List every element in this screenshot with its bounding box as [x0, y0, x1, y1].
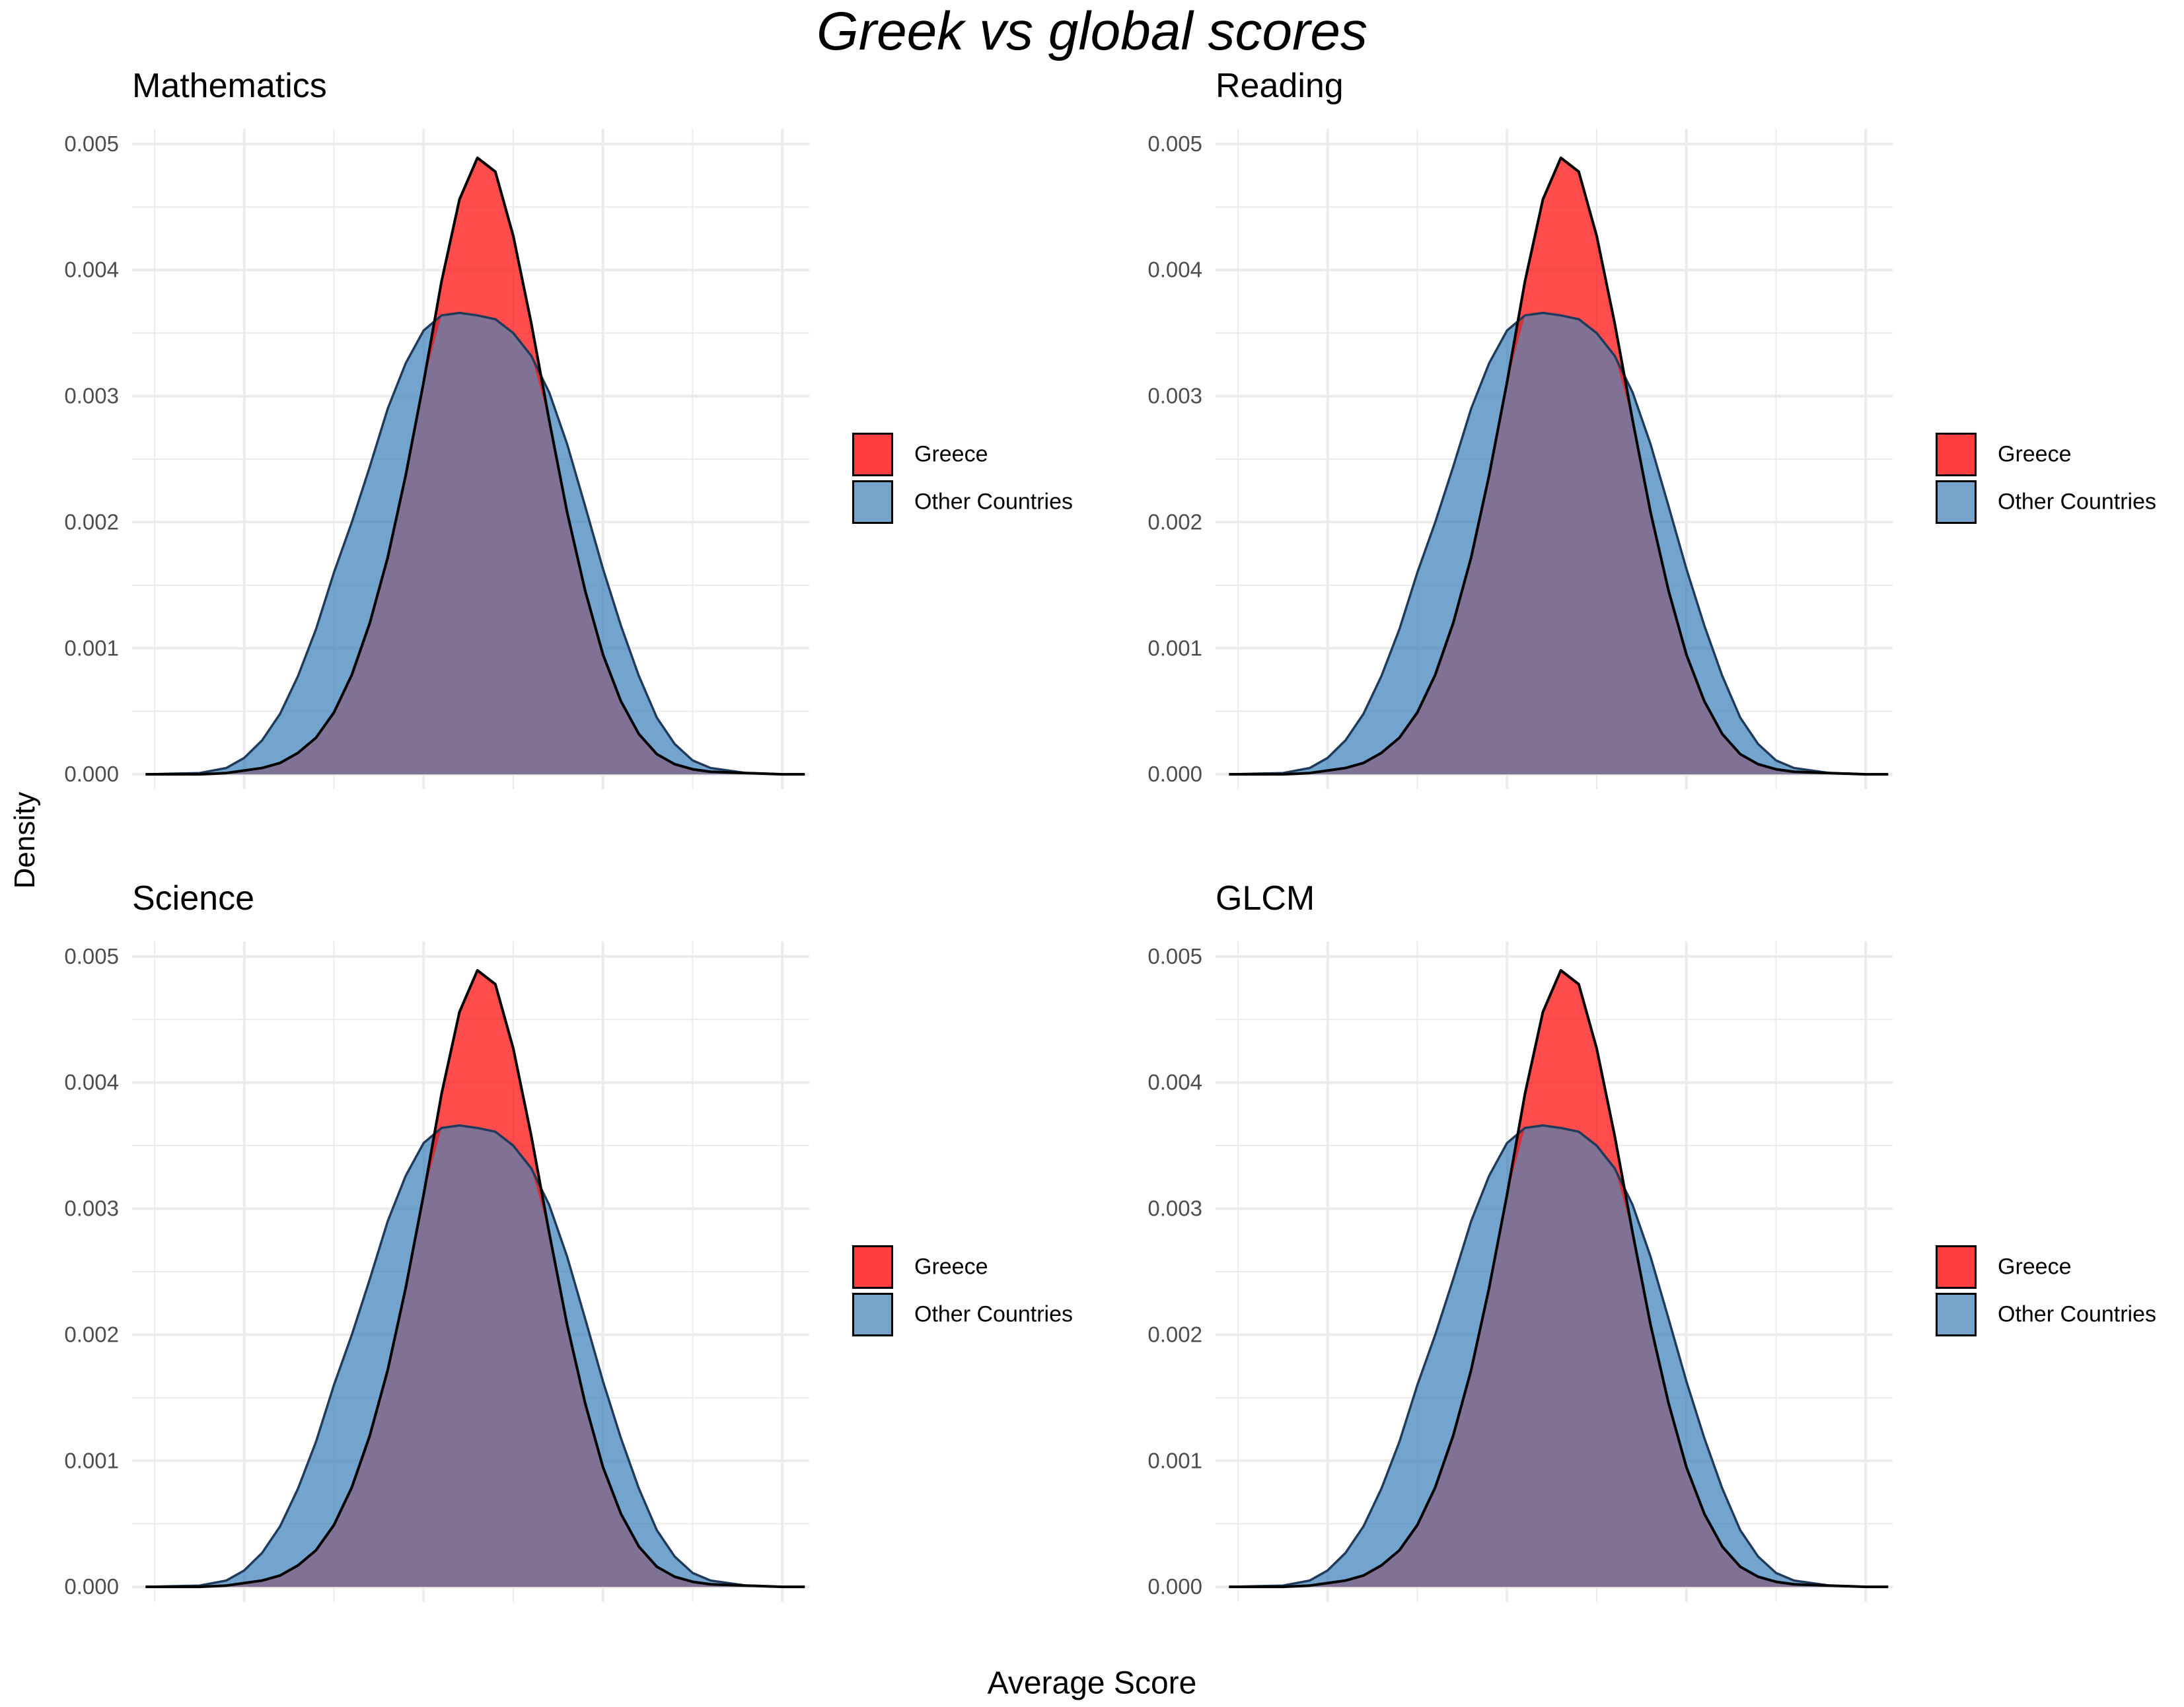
- density-overlap-area: [1229, 1125, 1889, 1587]
- y-tick-label: 0.005: [1147, 131, 1202, 156]
- legend-label-greece: Greece: [1998, 1254, 2072, 1280]
- legend-key-other-countries: [852, 1293, 893, 1336]
- y-tick-label: 0.003: [1147, 384, 1202, 408]
- chart-title: Greek vs global scores: [816, 1, 1367, 61]
- legend-key-greece: [1936, 433, 1977, 476]
- y-tick-label: 0.001: [64, 1448, 119, 1472]
- panel-reading: 0.0000.0010.0020.0030.0040.0052004006008…: [1083, 0, 2156, 806]
- density-overlap-area: [145, 1125, 805, 1587]
- y-tick-label: 0.001: [1147, 1448, 1202, 1472]
- density-line-greece: [145, 156, 805, 776]
- y-tick-label: 0.002: [1147, 1322, 1202, 1346]
- y-tick-label: 0.005: [64, 131, 119, 156]
- panel-title: Mathematics: [132, 67, 327, 105]
- density-overlap-area: [1229, 312, 1889, 775]
- x-axis-label: Average Score: [987, 1665, 1197, 1701]
- y-tick-label: 0.004: [64, 258, 119, 282]
- density-plot: 0.0000.0010.0020.0030.0040.0052004006008…: [64, 941, 809, 1602]
- legend-label-greece: Greece: [914, 441, 988, 467]
- y-tick-label: 0.000: [64, 762, 119, 786]
- legend-key-greece: [852, 1245, 893, 1289]
- y-tick-label: 0.003: [1147, 1196, 1202, 1221]
- panel-title: Science: [132, 879, 254, 918]
- y-tick-label: 0.002: [64, 509, 119, 534]
- y-tick-label: 0.004: [1147, 258, 1202, 282]
- density-line-greece: [145, 968, 805, 1589]
- density-overlap-area: [145, 312, 805, 775]
- y-tick-label: 0.005: [1147, 944, 1202, 968]
- y-tick-label: 0.004: [1147, 1070, 1202, 1095]
- density-line-greece: [1229, 968, 1889, 1589]
- legend-key-other-countries: [1936, 1293, 1977, 1336]
- y-tick-label: 0.000: [64, 1574, 119, 1599]
- panel-science: 0.0000.0010.0020.0030.0040.0052004006008…: [0, 813, 1073, 1618]
- legend-key-other-countries: [852, 480, 893, 524]
- legend-label-other-countries: Other Countries: [914, 489, 1073, 515]
- y-tick-label: 0.001: [64, 636, 119, 660]
- y-tick-label: 0.000: [1147, 762, 1202, 786]
- density-plot: 0.0000.0010.0020.0030.0040.0052004006008…: [64, 129, 809, 789]
- legend-label-other-countries: Other Countries: [1998, 489, 2156, 515]
- y-tick-label: 0.002: [64, 1322, 119, 1346]
- panel-mathematics: 0.0000.0010.0020.0030.0040.0052004006008…: [0, 0, 1073, 806]
- y-tick-label: 0.003: [64, 1196, 119, 1221]
- legend-key-greece: [1936, 1245, 1977, 1289]
- density-line-greece: [1229, 156, 1889, 776]
- legend-label-other-countries: Other Countries: [1998, 1301, 2156, 1327]
- legend-label-greece: Greece: [914, 1254, 988, 1280]
- y-tick-label: 0.005: [64, 944, 119, 968]
- legend-label-other-countries: Other Countries: [914, 1301, 1073, 1327]
- legend-key-other-countries: [1936, 480, 1977, 524]
- y-tick-label: 0.003: [64, 384, 119, 408]
- legend-key-greece: [852, 433, 893, 476]
- density-line-other-countries: [1229, 1124, 1889, 1588]
- density-plot: 0.0000.0010.0020.0030.0040.0052004006008…: [1147, 129, 1893, 789]
- density-plot: 0.0000.0010.0020.0030.0040.0052004006008…: [1147, 941, 1893, 1602]
- panel-glcm: 0.0000.0010.0020.0030.0040.0052004006008…: [1083, 813, 2156, 1618]
- y-tick-label: 0.000: [1147, 1574, 1202, 1599]
- legend-label-greece: Greece: [1998, 441, 2072, 467]
- y-tick-label: 0.004: [64, 1070, 119, 1095]
- density-line-other-countries: [1229, 311, 1889, 776]
- density-line-other-countries: [145, 1124, 805, 1588]
- panel-title: Reading: [1216, 67, 1344, 105]
- panel-title: GLCM: [1216, 879, 1315, 918]
- y-tick-label: 0.002: [1147, 509, 1202, 534]
- y-tick-label: 0.001: [1147, 636, 1202, 660]
- density-line-other-countries: [145, 311, 805, 776]
